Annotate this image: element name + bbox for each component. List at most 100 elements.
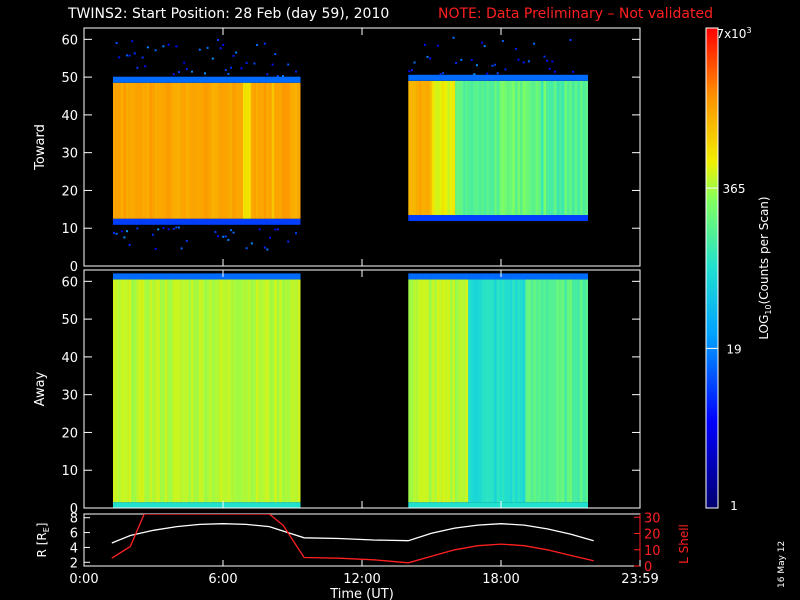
heatmap-noise-cell <box>162 226 165 229</box>
heatmap-edge-cell <box>566 215 570 221</box>
heatmap-edge-cell <box>475 273 479 280</box>
heatmap-noise-cell <box>175 226 178 229</box>
heatmap-edge-cell <box>211 76 215 83</box>
heatmap-edge-cell <box>224 76 228 83</box>
heatmap-edge-cell <box>149 502 153 509</box>
heatmap-edge-cell <box>540 215 544 221</box>
heatmap-edge-cell <box>564 273 568 280</box>
heatmap-edge-cell <box>436 273 440 280</box>
heatmap-edge-cell <box>131 76 135 83</box>
heatmap-edge-cell <box>577 215 581 221</box>
heatmap-edge-cell <box>144 76 148 83</box>
heatmap-edge-cell <box>509 215 513 221</box>
heatmap-edge-cell <box>491 502 495 509</box>
heatmap-edge-cell <box>488 74 492 81</box>
heatmap-edge-cell <box>131 273 135 280</box>
heatmap-edge-cell <box>128 502 132 509</box>
heatmap-noise-cell <box>230 66 232 69</box>
heatmap-cell <box>561 80 565 216</box>
heatmap-noise-cell <box>423 43 426 46</box>
heatmap-cell <box>517 279 521 503</box>
heatmap-edge-cell <box>144 502 148 509</box>
heatmap-cell <box>159 279 163 503</box>
heatmap-noise-cell <box>178 226 180 229</box>
heatmap-noise-cell <box>546 59 549 62</box>
heatmap-edge-cell <box>248 76 252 83</box>
heatmap-cell <box>274 82 278 219</box>
heatmap-cell <box>579 279 583 503</box>
heatmap-cell <box>224 279 228 503</box>
heatmap-edge-cell <box>574 502 578 509</box>
heatmap-edge-cell <box>473 273 477 280</box>
heatmap-cell <box>442 80 445 216</box>
heatmap-edge-cell <box>292 502 296 509</box>
heatmap-edge-cell <box>224 502 228 509</box>
heatmap-edge-cell <box>297 76 301 83</box>
heatmap-cell <box>133 279 137 503</box>
heatmap-noise-cell <box>263 246 266 249</box>
heatmap-cell <box>483 80 487 216</box>
heatmap-cell <box>574 80 578 216</box>
heatmap-edge-cell <box>423 215 427 221</box>
heatmap-edge-cell <box>271 218 275 225</box>
heatmap-cell <box>410 279 414 503</box>
heatmap-cell <box>530 279 534 503</box>
heatmap-edge-cell <box>426 273 430 280</box>
heatmap-cell <box>520 80 523 216</box>
heatmap-cell <box>196 279 200 503</box>
heatmap-edge-cell <box>408 273 412 280</box>
heatmap-edge-cell <box>522 502 526 509</box>
heatmap-cell <box>139 279 142 503</box>
heatmap-edge-cell <box>582 74 586 81</box>
heatmap-cell <box>572 279 575 503</box>
heatmap-cell <box>152 82 155 219</box>
heatmap-edge-cell <box>289 273 293 280</box>
heatmap-edge-cell <box>494 502 497 509</box>
heatmap-cell <box>452 80 456 216</box>
heatmap-cell <box>120 82 124 219</box>
heatmap-cell <box>579 80 583 216</box>
heatmap-edge-cell <box>271 76 275 83</box>
heatmap-edge-cell <box>465 74 469 81</box>
heatmap-edge-cell <box>475 502 479 509</box>
heatmap-cell <box>481 80 484 216</box>
colorbar-tick-label: 365 <box>723 182 746 196</box>
heatmap-edge-cell <box>416 502 419 509</box>
heatmap-edge-cell <box>250 76 254 83</box>
heatmap-edge-cell <box>120 76 124 83</box>
chart-title: TWINS2: Start Position: 28 Feb (day 59),… <box>68 6 390 22</box>
heatmap-edge-cell <box>261 76 265 83</box>
heatmap-cell <box>274 279 278 503</box>
heatmap-edge-cell <box>457 74 461 81</box>
heatmap-edge-cell <box>193 218 197 225</box>
heatmap-cell <box>123 82 127 219</box>
heatmap-edge-cell <box>522 273 526 280</box>
heatmap-edge-cell <box>566 74 570 81</box>
heatmap-cell <box>193 82 197 219</box>
heatmap-edge-cell <box>452 74 456 81</box>
heatmap-edge-cell <box>258 76 262 83</box>
heatmap-cell <box>170 82 174 219</box>
heatmap-cell <box>465 80 469 216</box>
heatmap-edge-cell <box>501 502 505 509</box>
heatmap-edge-cell <box>566 502 570 509</box>
heatmap-edge-cell <box>569 273 573 280</box>
heatmap-edge-cell <box>426 74 430 81</box>
heatmap-cell <box>540 279 544 503</box>
heatmap-edge-cell <box>442 215 445 221</box>
heatmap-edge-cell <box>561 215 565 221</box>
heatmap-edge-cell <box>235 502 239 509</box>
heatmap-edge-cell <box>561 74 565 81</box>
heatmap-edge-cell <box>512 502 516 509</box>
heatmap-edge-cell <box>499 215 503 221</box>
heatmap-noise-cell <box>115 232 118 235</box>
heatmap-edge-cell <box>175 502 179 509</box>
heatmap-edge-cell <box>494 273 497 280</box>
heatmap-edge-cell <box>183 218 187 225</box>
heatmap-edge-cell <box>520 273 523 280</box>
heatmap-edge-cell <box>258 273 262 280</box>
heatmap-edge-cell <box>444 273 448 280</box>
x-tick-label: 6:00 <box>208 572 237 587</box>
heatmap-cell <box>525 80 529 216</box>
heatmap-edge-cell <box>198 273 202 280</box>
